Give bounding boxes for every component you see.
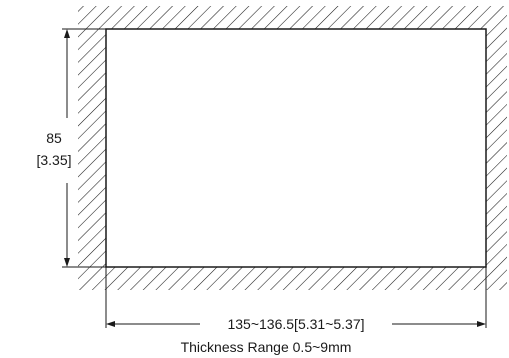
height-inch-label: [3.35] — [36, 152, 71, 168]
height-value-label: 85 — [46, 130, 62, 146]
cutout-opening — [105, 28, 487, 268]
width-dimension — [105, 267, 487, 328]
thickness-note: Thickness Range 0.5~9mm — [181, 339, 352, 355]
width-dimension-label: 135~136.5[5.31~5.37] — [227, 316, 364, 332]
height-dimension — [62, 28, 106, 268]
